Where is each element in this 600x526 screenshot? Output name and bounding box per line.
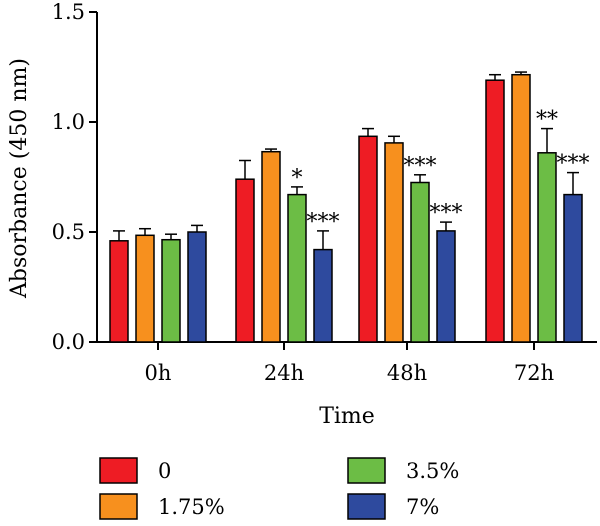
bar — [436, 230, 456, 343]
legend-swatch — [99, 493, 138, 520]
error-bars — [113, 71, 579, 250]
bar — [287, 193, 307, 343]
bar — [358, 135, 378, 343]
significance-label: *** — [307, 210, 340, 235]
significance-label: *** — [404, 154, 437, 179]
significance-label: *** — [430, 201, 463, 226]
bar — [161, 238, 181, 343]
legend-swatch — [99, 457, 138, 484]
bar — [485, 79, 505, 343]
bar — [235, 178, 255, 343]
y-axis-title: Absorbance (450 nm) — [7, 58, 32, 299]
bar — [109, 240, 129, 343]
y-tick-label: 1.0 — [52, 110, 85, 134]
legend-label: 0 — [158, 459, 171, 483]
x-axis-title: Time — [319, 404, 375, 429]
legend-label: 1.75% — [158, 495, 225, 519]
x-tick-label: 48h — [387, 361, 427, 385]
x-tick-label: 24h — [264, 361, 304, 385]
legend-swatch — [347, 457, 386, 484]
bar — [261, 150, 281, 343]
bar — [410, 181, 430, 343]
legend-label: 3.5% — [406, 459, 459, 483]
bar — [384, 142, 404, 343]
significance-label: *** — [557, 152, 590, 177]
bar — [511, 73, 531, 343]
y-tick-label: 0.5 — [52, 220, 85, 244]
bar — [563, 193, 583, 343]
y-tick-label: 0.0 — [52, 330, 85, 354]
bars — [109, 73, 583, 343]
significance-markers: * ******** ****** — [292, 108, 590, 235]
x-tick-label: 0h — [145, 361, 172, 385]
legend-swatch — [347, 493, 386, 520]
significance-label: * — [292, 166, 303, 191]
bar — [187, 231, 207, 343]
legend-label: 7% — [406, 495, 439, 519]
axes: 0.0 0.5 1.0 1.5 0h 24h 48h 72h — [52, 0, 597, 385]
x-tick-label: 72h — [514, 361, 554, 385]
bar — [537, 152, 557, 343]
bar — [135, 234, 155, 343]
legend: 0 1.75% 3.5% 7% — [99, 457, 459, 520]
bar — [313, 248, 333, 343]
significance-label: ** — [536, 108, 558, 133]
y-tick-label: 1.5 — [52, 0, 85, 24]
